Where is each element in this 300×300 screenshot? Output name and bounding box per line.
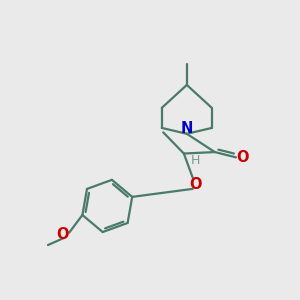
Text: N: N	[181, 121, 193, 136]
Text: O: O	[56, 226, 69, 242]
Text: O: O	[189, 177, 201, 192]
Text: H: H	[190, 154, 200, 167]
Text: O: O	[236, 150, 249, 165]
